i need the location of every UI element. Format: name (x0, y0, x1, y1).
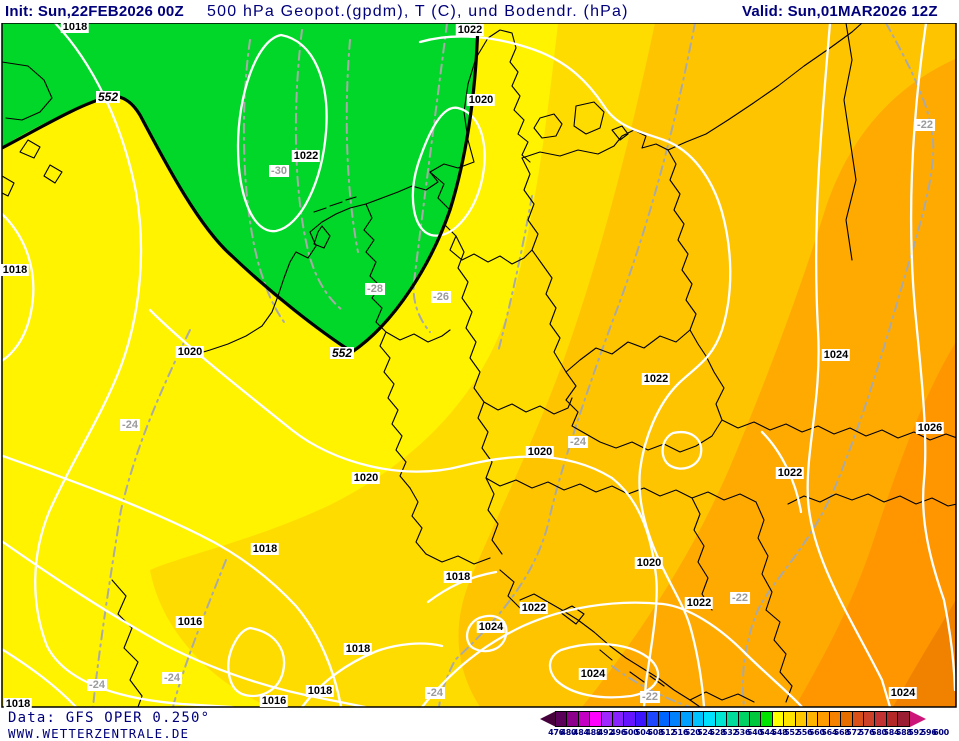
pressure-contour-label: 1018 (3, 698, 33, 708)
pressure-contour-label: 1022 (455, 24, 485, 36)
pressure-contour-label: 1022 (291, 150, 321, 162)
colorbar-right-arrow (909, 711, 926, 727)
pressure-contour-label: 1024 (578, 668, 608, 680)
pressure-contour-label: 1026 (915, 422, 945, 434)
colorbar-tick-label: 512 (659, 728, 676, 737)
init-time-label: Init: Sun,22FEB2026 00Z (5, 3, 184, 20)
colorbar-tick-label: 600 (933, 728, 949, 737)
isobar-lines (2, 23, 956, 707)
pressure-contour-label: 1024 (821, 349, 851, 361)
geopotential-contour-label: 552 (329, 346, 355, 360)
pressure-contour-label: 1018 (443, 571, 473, 583)
pressure-contour-label: 1018 (343, 643, 373, 655)
pressure-contour-label: 1018 (0, 264, 30, 276)
pressure-contour-label: 1022 (641, 373, 671, 385)
geopotential-colorbar: 476 480 484 488 492 496 500 504 508 512 516 520 524 5… (540, 711, 959, 741)
pressure-contour-label: 1016 (175, 616, 205, 628)
colorbar-tick-label: 500 (622, 728, 639, 737)
colorbar-ticks: 476 480 484 488 492 496 500 504 508 512 516 520 524 5… (540, 728, 959, 740)
colorbar-tick-label: 492 (597, 728, 614, 737)
colorbar-tick-label: 496 (610, 728, 626, 737)
colorbar-cell (897, 711, 910, 727)
colorbar-tick-label: 584 (883, 728, 900, 737)
colorbar-tick-label: 596 (920, 728, 937, 737)
colorbar-left-arrow (540, 711, 556, 727)
border-bohemia (565, 329, 725, 453)
website-label: WWW.WETTERZENTRALE.DE (8, 726, 190, 741)
colorbar-tick-label: 528 (709, 728, 726, 737)
map-svg (1, 22, 957, 708)
map-header: Init: Sun,22FEB2026 00Z 500 hPa Geopot.(… (0, 0, 959, 23)
colorbar-tick-label: 516 (672, 728, 689, 737)
colorbar-cells (540, 711, 926, 727)
valid-time-label: Valid: Sun,01MAR2026 12Z (742, 3, 938, 20)
pressure-contour-label: 1020 (634, 557, 664, 569)
colorbar-tick-label: 548 (771, 728, 788, 737)
temperature-contour-label: -24 (120, 419, 140, 431)
colorbar-tick-label: 560 (808, 728, 825, 737)
colorbar-tick-label: 588 (895, 728, 912, 737)
colorbar-tick-label: 564 (821, 728, 838, 737)
pressure-contour-label: 1022 (519, 602, 549, 614)
colorbar-tick-label: 480 (560, 728, 577, 737)
colorbar-tick-label: 524 (697, 728, 713, 737)
colorbar-tick-label: 540 (746, 728, 763, 737)
temperature-contour-label: -28 (365, 283, 385, 295)
temperature-contour-label: -26 (431, 291, 451, 303)
coast-france (111, 579, 143, 707)
map-footer: Data: GFS OPER 0.250° WWW.WETTERZENTRALE… (0, 708, 959, 741)
colorbar-tick-label: 504 (635, 728, 651, 737)
temperature-contour-label: -22 (640, 691, 660, 703)
coast-norway (2, 61, 63, 197)
temperature-contour-label: -22 (915, 119, 935, 131)
colorbar-tick-label: 556 (796, 728, 813, 737)
temperature-contour-label: -24 (425, 687, 445, 699)
temperature-contour-label: -24 (568, 436, 588, 448)
pressure-contour-label: 1020 (175, 346, 205, 358)
pressure-contour-label: 1018 (305, 685, 335, 697)
pressure-contour-label: 1020 (351, 472, 381, 484)
pressure-contour-label: 1018 (250, 543, 280, 555)
band-548-552-trough (2, 23, 478, 352)
colorbar-tick-label: 484 (572, 728, 589, 737)
colorbar-tick-label: 520 (684, 728, 701, 737)
coast-denmark-baltic-northsea (189, 23, 863, 357)
pressure-contour-label: 1024 (476, 621, 506, 633)
temperature-contour-label: -22 (730, 592, 750, 604)
temperature-contour-label: -24 (87, 679, 107, 691)
colorbar-tick-label: 536 (734, 728, 751, 737)
data-source-label: Data: GFS OPER 0.250° (8, 710, 211, 726)
colorbar-tick-label: 592 (908, 728, 925, 737)
colorbar-tick-label: 488 (585, 728, 602, 737)
geopotential-contour-label: 552 (95, 90, 121, 104)
pressure-contour-label: 1020 (525, 446, 555, 458)
chart-title: 500 hPa Geopot.(gpdm), T (C), und Bodend… (207, 3, 629, 20)
colorbar-tick-label: 568 (833, 728, 850, 737)
colorbar-tick-label: 576 (858, 728, 875, 737)
pressure-contour-label: 1018 (60, 21, 90, 33)
map-area: 1018 1022 1020 1022 1018 1020 1024 1022 1026 1020… (0, 21, 957, 708)
colorbar-tick-label: 544 (759, 728, 776, 737)
colorbar-tick-label: 476 (548, 728, 564, 737)
map-frame (1, 22, 957, 708)
colorbar-tick-label: 580 (871, 728, 887, 737)
temperature-contour-label: -30 (269, 165, 289, 177)
pressure-contour-label: 1016 (259, 695, 289, 707)
band-564-568 (582, 58, 956, 707)
borders-east-south (409, 23, 956, 703)
geopotential-fill-bands (2, 23, 956, 707)
temperature-contour-label: -24 (162, 672, 182, 684)
colorbar-tick-label: 532 (721, 728, 738, 737)
contour-labels-layer: 1018 1022 1020 1022 1018 1020 1024 1022 1026 1020… (0, 21, 945, 708)
pressure-contour-label: 1022 (684, 597, 714, 609)
colorbar-tick-label: 552 (784, 728, 800, 737)
pressure-contour-label: 1020 (466, 94, 496, 106)
colorbar-tick-label: 508 (647, 728, 664, 737)
colorbar-tick-label: 572 (846, 728, 862, 737)
band-572-576 (893, 599, 956, 707)
pressure-contour-label: 1022 (775, 467, 805, 479)
pressure-contour-label: 1024 (888, 687, 918, 699)
